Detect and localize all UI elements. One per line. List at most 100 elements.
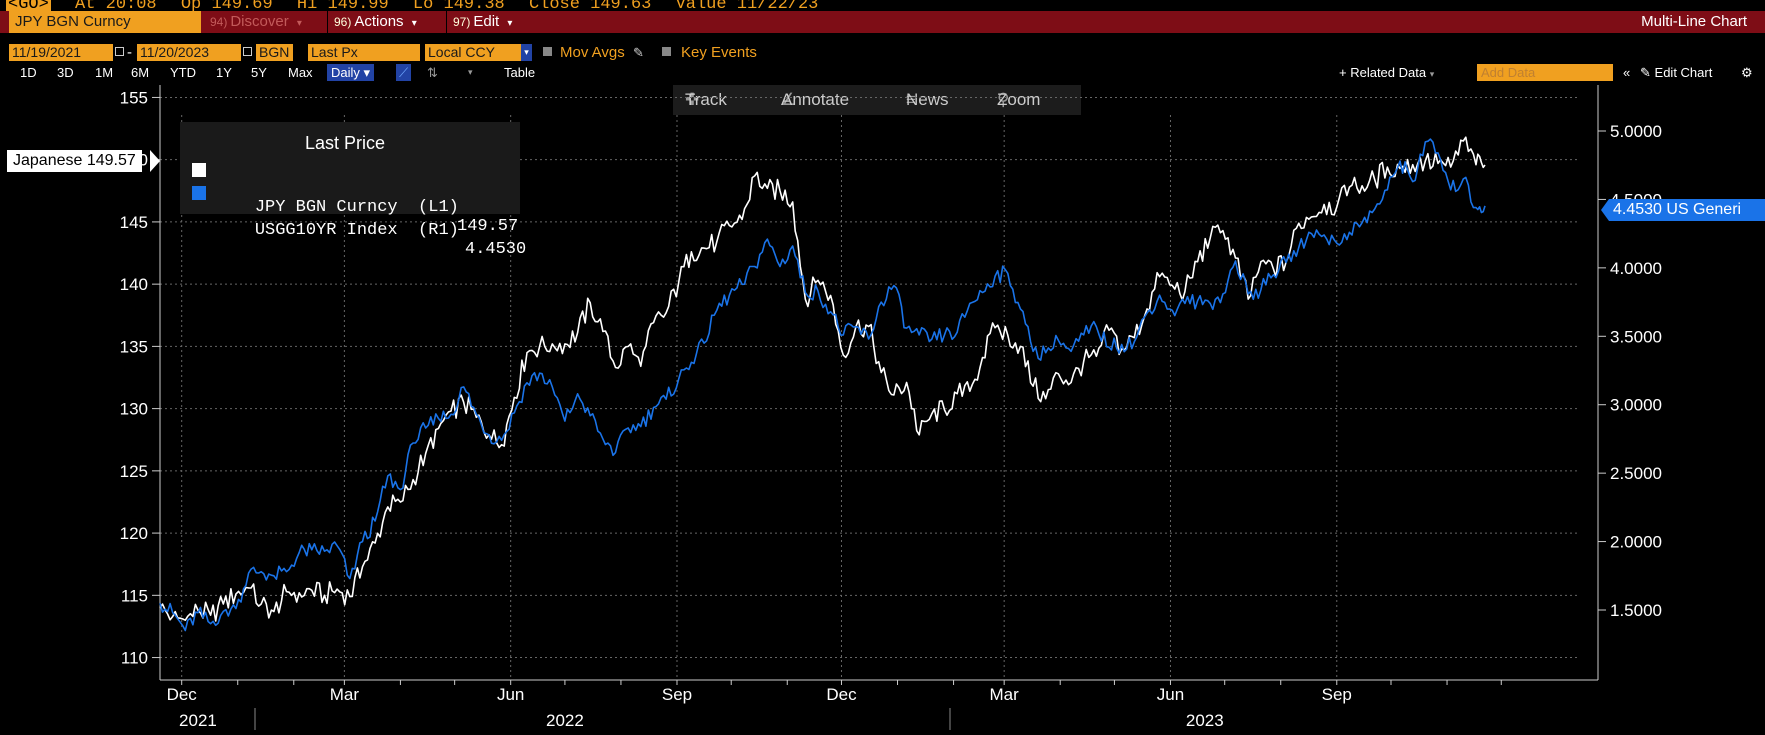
chart-toolbar: ✜ Track ∠ Annotate ≡ News ⚲ Zoom bbox=[673, 85, 1081, 115]
news-label: News bbox=[906, 90, 949, 109]
actions-number: 96) bbox=[334, 15, 352, 29]
pencil-icon[interactable]: ✎ bbox=[633, 45, 644, 60]
x-axis-month-label: Jun bbox=[497, 685, 524, 704]
right-axis-tick-label: 3.5000 bbox=[1610, 327, 1662, 346]
key-events-label[interactable]: Key Events bbox=[681, 44, 757, 61]
related-data-label: + Related Data bbox=[1339, 65, 1427, 80]
period-ytd[interactable]: YTD bbox=[170, 65, 196, 80]
ticker-line: <GO> At 20:08 Op 149.69 Hi 149.99 Lo 149… bbox=[0, 0, 1765, 11]
last-price-callout-right: 4.4530 US Generi bbox=[1609, 199, 1765, 221]
related-data-button[interactable]: + Related Data ▾ bbox=[1339, 64, 1434, 83]
left-axis-tick-label: 120 bbox=[120, 524, 148, 543]
frequency-selector[interactable]: Daily ▾ bbox=[327, 64, 375, 81]
discover-menu[interactable]: 94) Discover ▾ bbox=[204, 11, 328, 33]
period-5y[interactable]: 5Y bbox=[251, 65, 267, 80]
chevron-down-icon[interactable]: ▾ bbox=[468, 67, 473, 77]
right-axis-tick-label: 2.0000 bbox=[1610, 533, 1662, 552]
legend-label-yield: USGG10YR Index (R1) bbox=[254, 221, 459, 240]
series-line-yield bbox=[159, 138, 1486, 632]
edit-number: 97) bbox=[453, 15, 471, 29]
security-field[interactable]: JPY BGN Curncy bbox=[9, 11, 201, 33]
actions-menu[interactable]: 96) Actions ▾ bbox=[330, 11, 447, 33]
zoom-label: Zoom bbox=[997, 90, 1041, 109]
ticker-open: Op 149.69 bbox=[180, 0, 273, 11]
collapse-icon[interactable]: « bbox=[1623, 65, 1631, 80]
x-axis-year-label: 2021 bbox=[179, 711, 217, 730]
chart-legend[interactable]: Last Price JPY BGN Curncy (L1) 149.57 US… bbox=[180, 122, 526, 259]
right-axis-tick-label: 5.0000 bbox=[1610, 122, 1662, 141]
x-axis-month-label: Mar bbox=[990, 685, 1020, 704]
crosshair-icon: ✜ bbox=[685, 90, 700, 109]
table-button[interactable]: Table bbox=[504, 65, 536, 80]
frequency-label: Daily bbox=[331, 65, 360, 80]
pencil-icon: ✎ bbox=[1640, 65, 1651, 80]
x-axis-month-label: Sep bbox=[662, 685, 692, 704]
legend-item-jpy: JPY BGN Curncy (L1) 149.57 bbox=[192, 160, 518, 255]
add-data-input[interactable]: Add Data bbox=[1477, 64, 1613, 81]
period-6m[interactable]: 6M bbox=[131, 65, 150, 80]
currency-selector[interactable]: Local CCY bbox=[425, 44, 532, 61]
news-icon: ≡ bbox=[906, 90, 916, 109]
edit-chart-label: Edit Chart bbox=[1654, 65, 1713, 80]
legend-swatch-jpy bbox=[192, 163, 206, 177]
edit-label: Edit bbox=[473, 13, 500, 30]
period-max[interactable]: Max bbox=[288, 65, 313, 80]
end-date-input[interactable]: 11/20/2023 bbox=[137, 44, 241, 61]
period-1d[interactable]: 1D bbox=[20, 65, 37, 80]
legend-label-jpy: JPY BGN Curncy (L1) bbox=[254, 198, 459, 217]
start-date-input[interactable]: 11/19/2021 bbox=[9, 44, 113, 61]
calendar-icon[interactable] bbox=[243, 47, 252, 56]
left-axis-tick-label: 145 bbox=[120, 213, 148, 232]
options-row: 11/19/2021 - 11/20/2023 BGN Last Px Loca… bbox=[0, 43, 1765, 62]
period-1y[interactable]: 1Y bbox=[216, 65, 232, 80]
chevron-down-icon: ▾ bbox=[411, 18, 417, 29]
chart-lines bbox=[159, 136, 1486, 632]
chevron-down-icon: ▾ bbox=[507, 18, 513, 29]
edit-menu[interactable]: 97) Edit ▾ bbox=[449, 11, 543, 33]
callout-pointer-left bbox=[150, 150, 160, 172]
gear-icon[interactable]: ⚙ bbox=[1741, 65, 1753, 80]
key-events-checkbox[interactable] bbox=[662, 47, 671, 56]
zoom-icon: ⚲ bbox=[997, 90, 1010, 109]
right-axis-tick-label: 3.0000 bbox=[1610, 396, 1662, 415]
chart-type-title: Multi-Line Chart bbox=[1641, 13, 1747, 30]
line-chart-icon[interactable]: ⟋ bbox=[396, 64, 412, 81]
annotate-label: Annotate bbox=[781, 90, 850, 109]
legend-item-yield: USGG10YR Index (R1) 4.4530 bbox=[192, 183, 526, 278]
discover-number: 94) bbox=[210, 15, 228, 29]
ticker-at: At 20:08 bbox=[75, 0, 157, 11]
x-axis-year-label: 2022 bbox=[546, 711, 584, 730]
mov-avgs-checkbox[interactable] bbox=[543, 47, 552, 56]
callout-pointer-right bbox=[1601, 199, 1609, 221]
chart-grid bbox=[160, 96, 1578, 680]
track-label: Track bbox=[685, 90, 727, 109]
right-axis-tick-label: 2.5000 bbox=[1610, 464, 1662, 483]
sort-icon[interactable]: ⇅ bbox=[427, 65, 438, 80]
legend-value-yield: 4.4530 bbox=[465, 240, 527, 259]
period-row: 1D 3D 1M 6M YTD 1Y 5Y Max Daily ▾ ⟋ ⇅ ▾ … bbox=[0, 64, 1765, 81]
legend-value-jpy: 149.57 bbox=[457, 217, 519, 236]
period-3d[interactable]: 3D bbox=[57, 65, 74, 80]
field-selector[interactable]: Last Px bbox=[308, 44, 420, 61]
left-axis-tick-label: 135 bbox=[120, 337, 148, 356]
go-key: <GO> bbox=[6, 0, 51, 11]
period-1m[interactable]: 1M bbox=[95, 65, 114, 80]
ticker-close: Close 149.63 bbox=[528, 0, 652, 11]
right-axis-tick-label: 4.0000 bbox=[1610, 259, 1662, 278]
legend-title: Last Price bbox=[305, 133, 386, 153]
discover-label: Discover bbox=[230, 13, 289, 30]
x-axis-month-label: Mar bbox=[330, 685, 360, 704]
mov-avgs-label[interactable]: Mov Avgs bbox=[560, 44, 625, 61]
calendar-icon[interactable] bbox=[115, 47, 124, 56]
source-field[interactable]: BGN bbox=[256, 44, 293, 61]
left-axis-tick-label: 110 bbox=[121, 649, 148, 668]
date-separator: - bbox=[127, 44, 132, 61]
actions-label: Actions bbox=[354, 13, 404, 30]
right-axis-tick-label: 1.5000 bbox=[1610, 601, 1662, 620]
chevron-down-icon[interactable]: ▾ bbox=[521, 44, 532, 61]
edit-chart-button[interactable]: ✎ Edit Chart bbox=[1640, 64, 1712, 81]
x-axis-month-label: Jun bbox=[1157, 685, 1184, 704]
left-axis-tick-label: 140 bbox=[120, 275, 148, 294]
left-axis-tick-label: 155 bbox=[120, 88, 148, 107]
